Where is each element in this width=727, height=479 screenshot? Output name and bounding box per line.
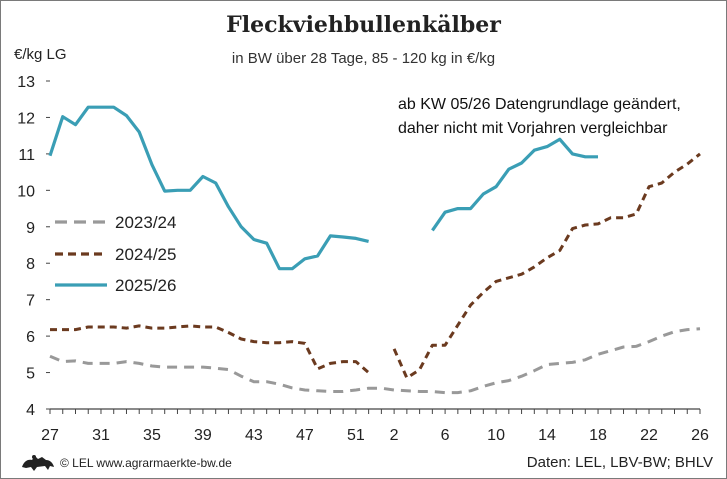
y-tick-label: 13 <box>17 74 35 91</box>
series-line-2024-25 <box>392 152 701 380</box>
y-tick-label: 9 <box>26 220 35 237</box>
y-tick-label: 10 <box>17 183 35 200</box>
x-tick-label: 27 <box>41 427 59 444</box>
y-tick-label: 8 <box>26 256 35 273</box>
x-tick-label: 10 <box>487 427 505 444</box>
series-line-2025-26 <box>431 137 598 232</box>
x-tick-label: 14 <box>538 427 556 444</box>
x-tick-label: 43 <box>245 427 263 444</box>
y-tick-label: 11 <box>18 147 35 164</box>
series-line-2023-24 <box>49 327 701 395</box>
data-source-text: Daten: LEL, LBV-BW; BHLV <box>526 454 713 471</box>
y-tick-label: 6 <box>26 329 35 346</box>
x-tick-label: 18 <box>589 427 607 444</box>
x-tick-label: 2 <box>390 427 399 444</box>
copyright-text: © LEL www.agrarmaerkte-bw.de <box>60 456 232 470</box>
series-layer <box>48 105 701 395</box>
chart-subtitle: in BW über 28 Tage, 85 - 120 kg in €/kg <box>231 50 496 67</box>
x-tick-label: 31 <box>92 427 110 444</box>
y-tick-label: 12 <box>17 110 35 127</box>
x-tick-label: 47 <box>296 427 314 444</box>
chart-title: Fleckviehbullenkälber <box>226 12 501 38</box>
y-tick-label: 5 <box>26 366 35 383</box>
x-tick-label: 51 <box>347 427 365 444</box>
x-tick-label: 26 <box>691 427 709 444</box>
x-tick-label: 35 <box>143 427 161 444</box>
x-tick-label: 39 <box>194 427 212 444</box>
legend: 2023/24 2024/25 2025/26 <box>55 213 176 295</box>
legend-label: 2024/25 <box>115 245 176 264</box>
lion-logo-icon <box>22 455 54 471</box>
chart-annotation: ab KW 05/26 Datengrundlage geändert, dah… <box>398 96 681 137</box>
legend-label: 2025/26 <box>115 276 176 295</box>
series-line-2024-25 <box>50 324 370 374</box>
y-tick-label: 7 <box>26 293 35 310</box>
legend-label: 2023/24 <box>115 213 176 232</box>
series-line-2025-26 <box>48 105 369 271</box>
y-tick-label: 4 <box>26 402 35 419</box>
x-tick-label: 22 <box>640 427 658 444</box>
y-axis-label: €/kg LG <box>14 46 67 63</box>
x-tick-label: 6 <box>441 427 450 444</box>
